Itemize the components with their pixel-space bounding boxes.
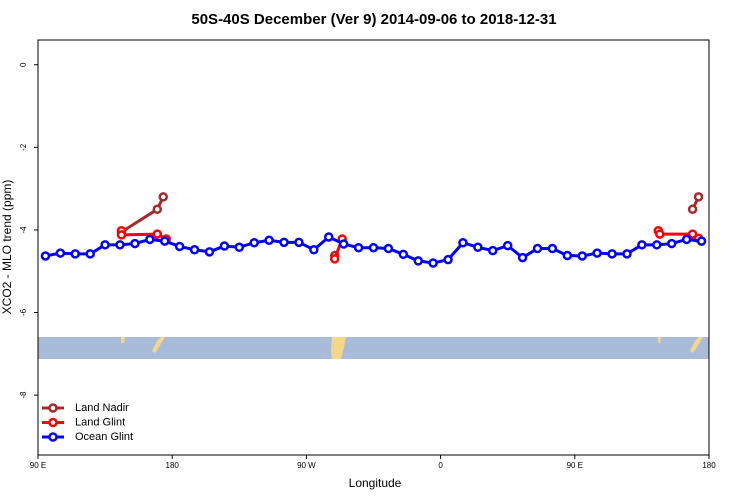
point bbox=[116, 230, 127, 240]
legend-marker bbox=[48, 432, 58, 442]
point bbox=[532, 243, 543, 254]
point bbox=[607, 249, 617, 259]
point bbox=[398, 249, 409, 260]
point bbox=[189, 245, 200, 255]
point bbox=[655, 229, 665, 239]
point bbox=[40, 251, 51, 261]
y-axis-label: XCO2 - MLO trend (ppm) bbox=[0, 180, 14, 315]
x-tick-label: 180 bbox=[702, 461, 716, 470]
x-tick-label: 90 E bbox=[567, 461, 583, 470]
point bbox=[309, 245, 319, 255]
point bbox=[681, 234, 692, 245]
y-tick-label: -8 bbox=[19, 391, 28, 399]
point bbox=[592, 248, 602, 258]
point bbox=[687, 229, 698, 239]
legend-label: Land Nadir bbox=[75, 402, 129, 414]
point bbox=[652, 240, 662, 250]
point bbox=[152, 204, 163, 215]
point bbox=[145, 234, 155, 245]
point bbox=[562, 250, 573, 261]
point bbox=[517, 252, 528, 263]
point bbox=[502, 240, 513, 251]
point bbox=[622, 249, 632, 259]
point bbox=[85, 249, 95, 259]
y-tick-label: -6 bbox=[19, 308, 28, 316]
point bbox=[264, 235, 274, 246]
point bbox=[428, 258, 438, 268]
point bbox=[696, 236, 707, 246]
point bbox=[637, 240, 647, 250]
point bbox=[458, 238, 468, 248]
plot-frame bbox=[37, 39, 710, 456]
point bbox=[368, 242, 379, 253]
point bbox=[687, 204, 698, 215]
y-tick-label: -2 bbox=[19, 143, 28, 151]
point bbox=[324, 232, 334, 242]
point bbox=[338, 239, 349, 249]
legend-marker bbox=[48, 417, 58, 428]
continent-band bbox=[38, 337, 709, 359]
point bbox=[383, 243, 394, 254]
legend-label: Land Glint bbox=[75, 416, 125, 428]
point bbox=[547, 243, 558, 254]
point bbox=[55, 248, 66, 258]
point bbox=[294, 237, 304, 248]
legend-marker bbox=[48, 403, 58, 413]
point bbox=[100, 240, 110, 250]
chart-title: 50S-40S December (Ver 9) 2014-09-06 to 2… bbox=[191, 11, 556, 28]
x-tick-label: 0 bbox=[438, 461, 443, 470]
x-tick-label: 90 W bbox=[297, 461, 316, 470]
point bbox=[577, 251, 588, 261]
point bbox=[473, 242, 483, 253]
y-tick-label: -4 bbox=[19, 226, 28, 234]
x-tick-label: 180 bbox=[166, 461, 180, 470]
point bbox=[666, 238, 677, 249]
point bbox=[130, 238, 140, 249]
point bbox=[219, 241, 230, 251]
x-axis-label: Longitude bbox=[349, 476, 402, 490]
point bbox=[174, 241, 185, 252]
point bbox=[234, 242, 245, 253]
point bbox=[279, 237, 289, 248]
point bbox=[204, 247, 215, 257]
point bbox=[115, 240, 125, 250]
point bbox=[353, 242, 364, 253]
point bbox=[158, 192, 169, 202]
point bbox=[152, 229, 163, 239]
point bbox=[70, 249, 81, 259]
point bbox=[693, 192, 704, 202]
point bbox=[249, 238, 259, 248]
legend-label: Ocean Glint bbox=[75, 431, 133, 443]
point bbox=[413, 256, 423, 266]
point bbox=[329, 254, 340, 264]
point bbox=[488, 245, 498, 256]
point bbox=[443, 254, 453, 265]
x-tick-label: 90 E bbox=[30, 461, 46, 470]
y-tick-label: 0 bbox=[19, 62, 28, 67]
series-line bbox=[120, 196, 700, 234]
point bbox=[159, 236, 170, 246]
